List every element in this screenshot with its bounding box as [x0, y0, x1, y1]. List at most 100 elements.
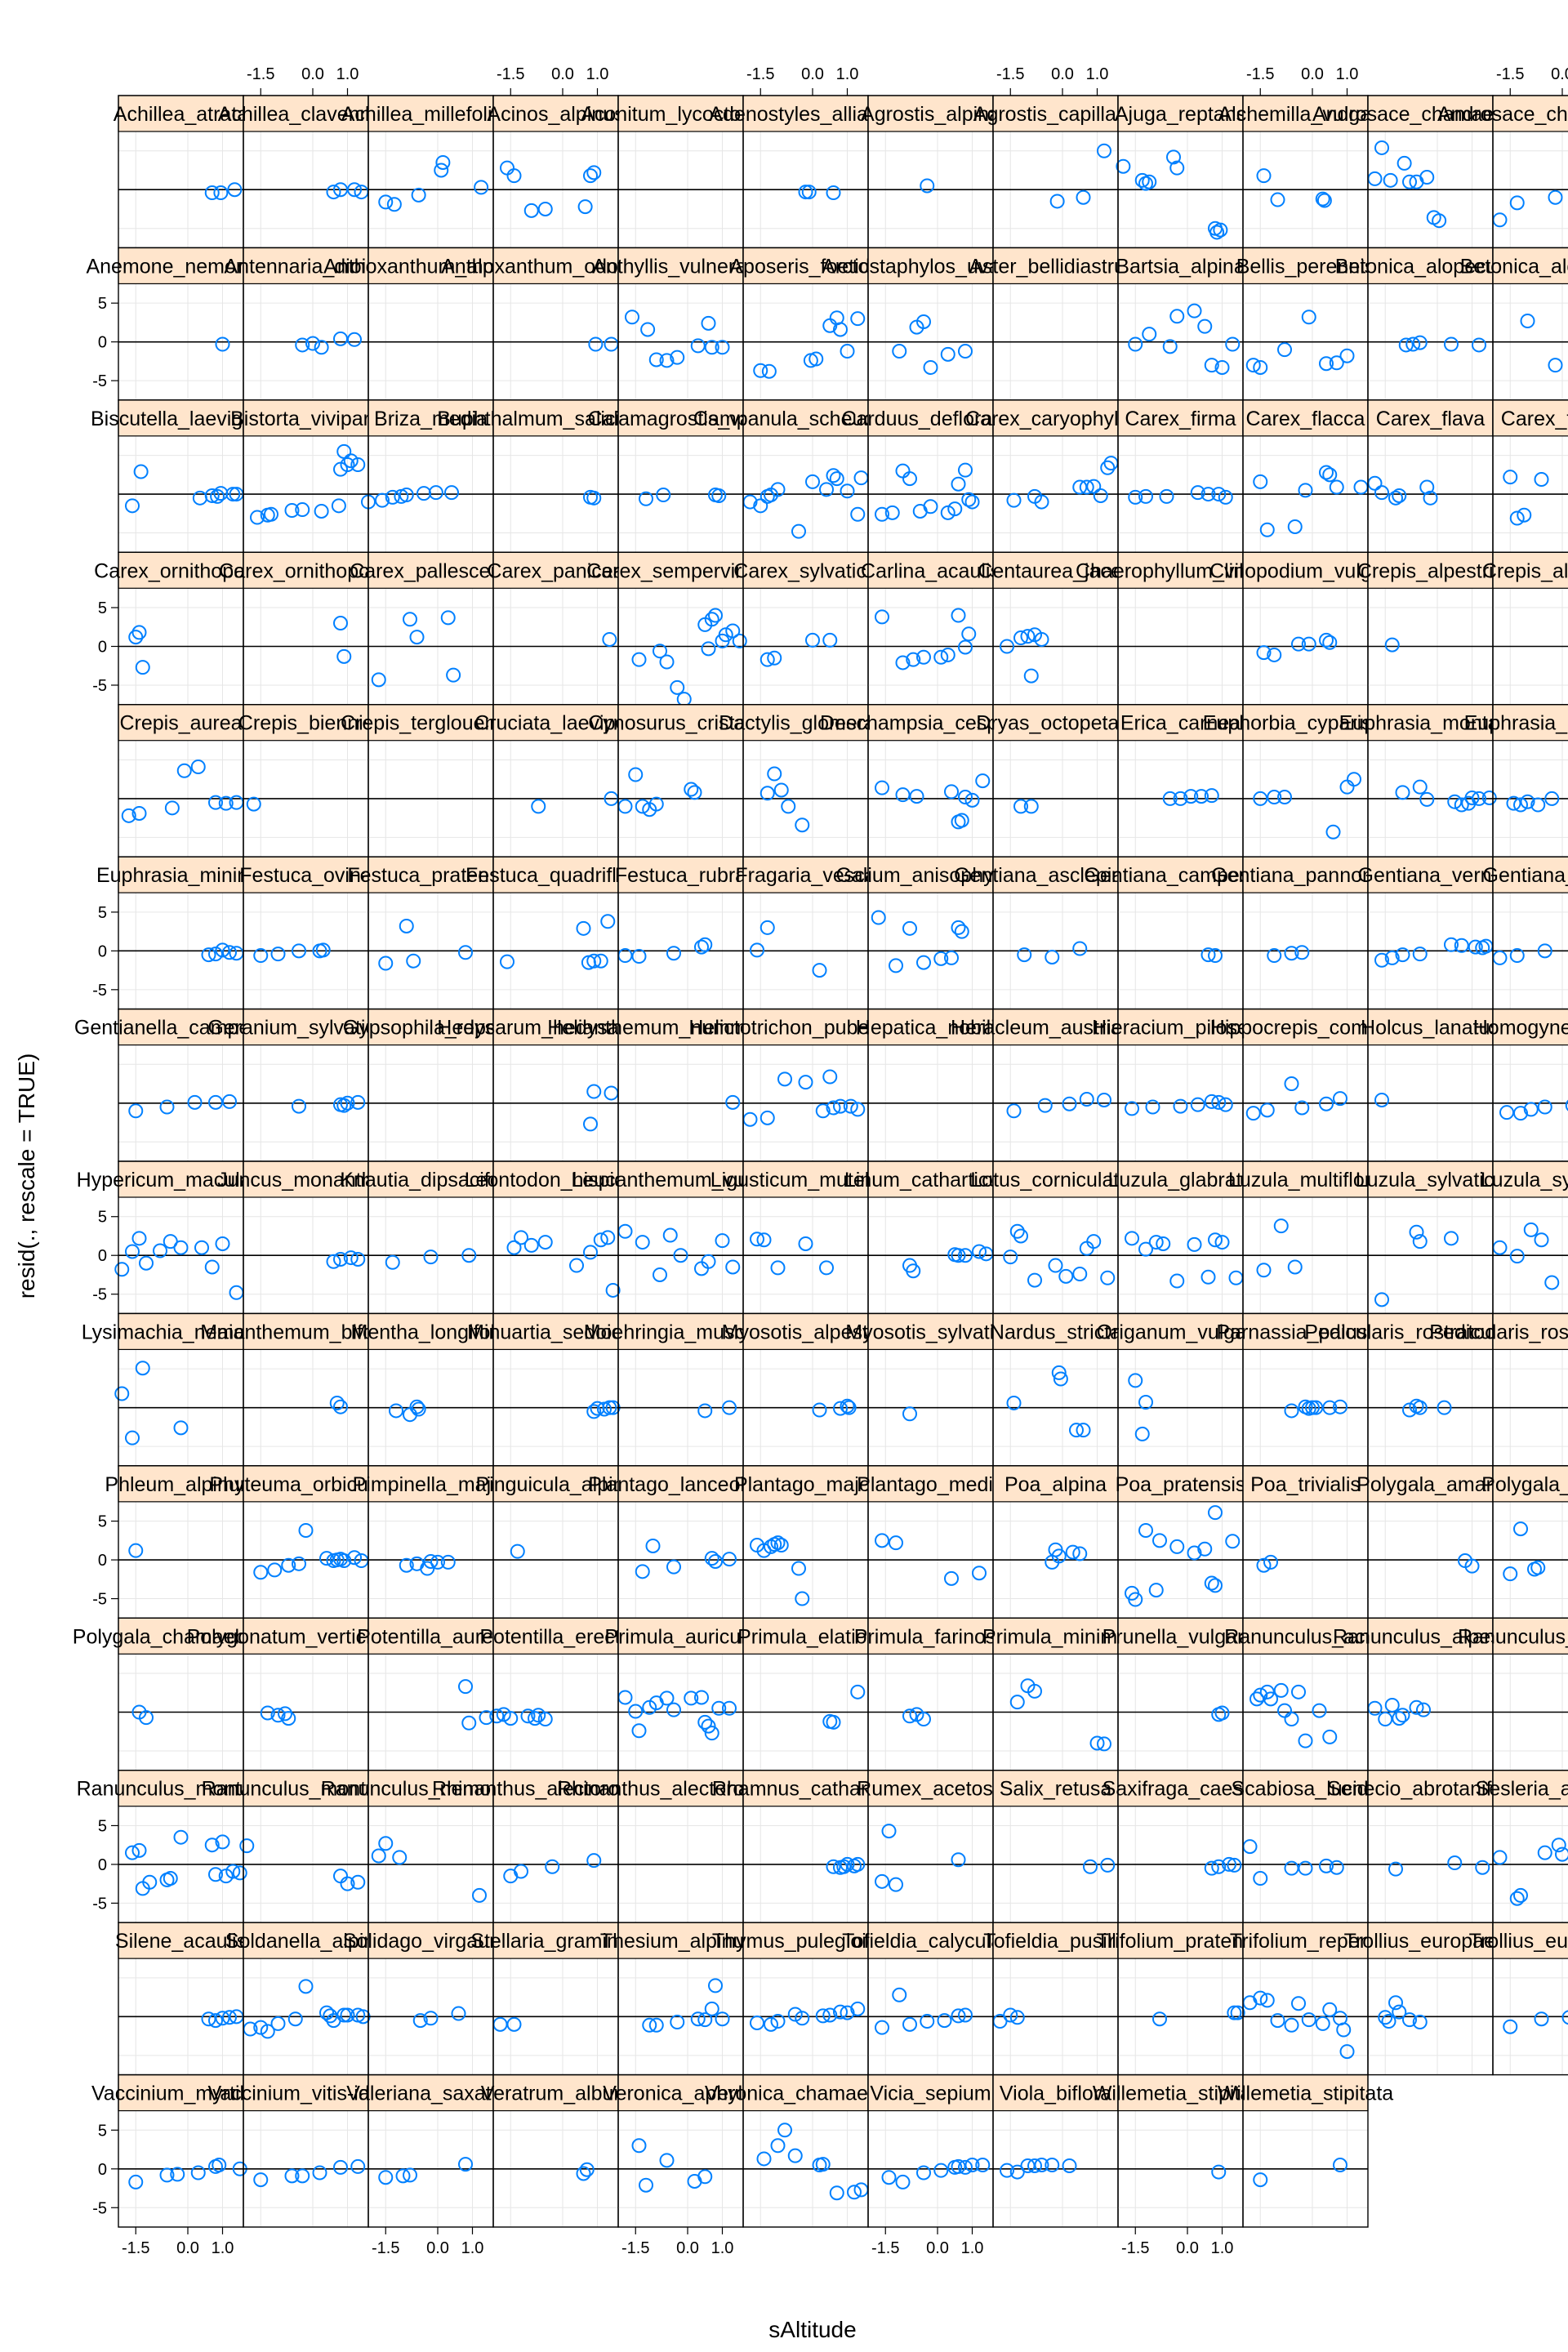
- panel-strip-label: Euphrasia_montana: [1464, 712, 1568, 735]
- data-point: [1548, 189, 1563, 205]
- panel-strip-label: Carex_pallescens: [350, 559, 512, 582]
- panel-strip-label: Carex_flacca: [1246, 408, 1365, 430]
- data-point: [951, 476, 966, 492]
- data-point: [164, 800, 180, 816]
- data-point: [440, 610, 456, 626]
- data-point: [753, 363, 768, 378]
- data-point: [1287, 519, 1303, 534]
- x-tick-label: 0.0: [676, 2239, 699, 2257]
- data-point: [1454, 938, 1469, 953]
- data-point: [1169, 309, 1185, 324]
- data-point: [336, 648, 352, 664]
- data-point: [964, 792, 980, 808]
- panel-strip-label: Anthyllis_vulneraria: [592, 255, 769, 278]
- y-tick-label: 0: [98, 942, 107, 960]
- data-point: [1208, 948, 1223, 964]
- data-point: [639, 491, 653, 506]
- x-tick-label: 1.0: [961, 2239, 984, 2257]
- panel-strip: [118, 399, 244, 437]
- data-point: [1301, 310, 1316, 325]
- panel: Achillea_clavennae -1.5 0.0 1.0: [218, 65, 394, 249]
- data-point: [416, 486, 431, 501]
- data-point: [1384, 950, 1400, 965]
- data-point: [701, 315, 716, 331]
- data-point: [434, 163, 449, 178]
- data-point: [1322, 635, 1338, 650]
- data-point: [920, 178, 935, 194]
- panel-strip: [118, 247, 244, 285]
- data-point: [347, 182, 362, 198]
- panel-strip-label: Alchemilla_vulgaris: [1218, 103, 1393, 126]
- data-point: [537, 201, 553, 216]
- data-point: [1116, 158, 1131, 174]
- data-point: [1023, 799, 1039, 814]
- data-point: [961, 492, 977, 507]
- data-point: [128, 630, 144, 645]
- x-axis-title: sAltitude: [768, 2317, 856, 2342]
- x-tick-label: 0.0: [176, 2239, 199, 2257]
- panel: Carlina_acaulis: [861, 551, 1000, 706]
- data-point: [1200, 487, 1216, 502]
- panel-strip-label: Cruciata_laevipes: [474, 712, 637, 735]
- data-point: [1544, 791, 1560, 806]
- panel-strip-label: Carex_panicea: [487, 559, 624, 582]
- panel: Gentiana_verna: [1358, 856, 1503, 1010]
- panel-strip: [1242, 95, 1369, 132]
- data-point: [1301, 636, 1316, 652]
- data-point: [659, 654, 675, 670]
- y-tick-label: 0: [98, 1856, 107, 1874]
- data-point: [725, 623, 741, 639]
- data-point: [1253, 791, 1268, 806]
- data-point: [1444, 336, 1459, 352]
- x-tick-label: 0.0: [1176, 2239, 1199, 2257]
- data-point: [458, 945, 473, 960]
- data-point: [428, 485, 443, 501]
- data-point: [1138, 488, 1153, 504]
- y-tick-label: 0: [98, 334, 107, 352]
- data-point: [1503, 470, 1518, 485]
- data-point: [577, 199, 593, 215]
- panel: Dryas_octopetala: [976, 704, 1135, 858]
- data-point: [708, 608, 723, 623]
- panel-strip-label: Cynosurus_cristatus: [588, 712, 773, 735]
- panel: Crepis_alpestris: [1357, 551, 1503, 706]
- data-point: [305, 336, 320, 351]
- panel-strip: [1367, 95, 1494, 132]
- panel-strip-label: Dactylis_glomerata: [719, 712, 893, 735]
- data-point: [1388, 490, 1403, 506]
- data-point: [892, 344, 907, 359]
- data-point: [1187, 303, 1202, 318]
- data-point: [781, 799, 796, 814]
- data-point: [1211, 487, 1227, 502]
- data-point: [1374, 140, 1389, 155]
- x-tick-label: 1.0: [212, 2239, 234, 2257]
- panel: Carex_sempervirens: [586, 551, 775, 707]
- data-point: [1190, 485, 1205, 501]
- panel-strip-label: Sesleria_albicans: [1476, 1778, 1568, 1801]
- data-point: [770, 482, 786, 497]
- data-point: [656, 488, 671, 503]
- data-point: [964, 494, 980, 510]
- data-point: [1329, 355, 1344, 371]
- data-point: [1530, 797, 1546, 813]
- panel: Festuca_ovina: [239, 856, 372, 1010]
- data-point: [159, 1099, 175, 1115]
- panel-strip-label: Carex_caryophyllea: [965, 408, 1146, 430]
- data-point: [1200, 947, 1216, 963]
- panel-strip-label: Polygala_amara: [1481, 1473, 1568, 1496]
- data-point: [208, 795, 223, 810]
- panel: Gypsophila_repens: [343, 1008, 519, 1162]
- data-point: [385, 489, 400, 505]
- panel: Erica_carnea: [1117, 704, 1244, 858]
- data-point: [125, 498, 140, 514]
- panel-strip: [867, 247, 994, 285]
- data-point: [1169, 160, 1185, 176]
- data-point: [1412, 335, 1428, 350]
- panel-strip-label: Aposeris_foetida: [729, 255, 881, 278]
- data-point: [176, 763, 192, 778]
- data-point: [215, 942, 230, 958]
- data-point: [1128, 489, 1143, 505]
- panel-strip-label: Aster_bellidiastrum: [969, 255, 1143, 278]
- data-point: [1395, 785, 1410, 800]
